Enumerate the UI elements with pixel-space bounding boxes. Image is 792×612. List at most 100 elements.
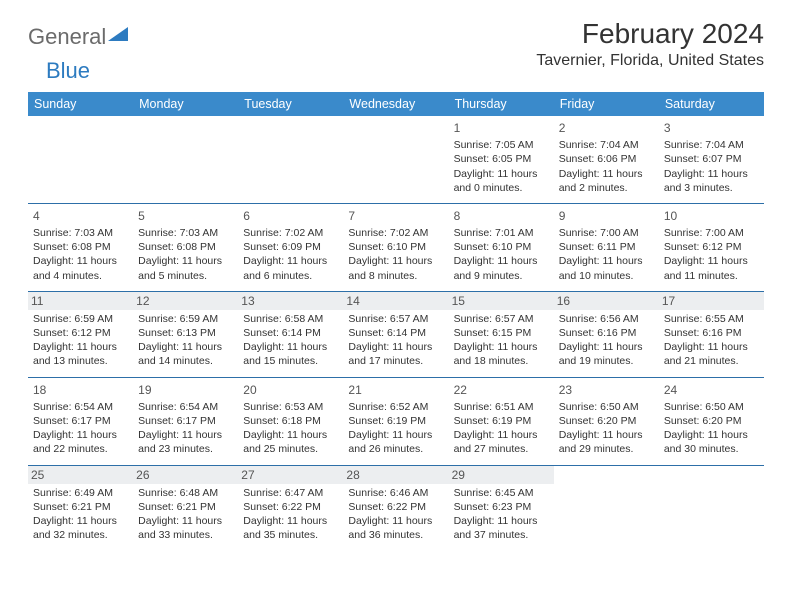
day-daylight1: Daylight: 11 hours <box>454 428 549 442</box>
day-sunrise: Sunrise: 7:05 AM <box>454 138 549 152</box>
day-daylight2: and 33 minutes. <box>138 528 233 542</box>
day-number: 21 <box>348 382 443 398</box>
day-cell: 23Sunrise: 6:50 AMSunset: 6:20 PMDayligh… <box>554 377 659 465</box>
day-sunrise: Sunrise: 6:47 AM <box>243 486 338 500</box>
day-sunset: Sunset: 6:12 PM <box>664 240 759 254</box>
day-daylight2: and 21 minutes. <box>664 354 759 368</box>
day-daylight2: and 0 minutes. <box>454 181 549 195</box>
day-sunset: Sunset: 6:05 PM <box>454 152 549 166</box>
day-sunrise: Sunrise: 6:46 AM <box>348 486 443 500</box>
day-number: 14 <box>343 292 448 310</box>
calendar-body: 1 Sunrise: 7:05 AMSunset: 6:05 PM Daylight… <box>28 116 764 550</box>
day-header: Saturday <box>659 92 764 116</box>
day-sunrise: Sunrise: 6:49 AM <box>33 486 128 500</box>
week-row: 18Sunrise: 6:54 AMSunset: 6:17 PMDayligh… <box>28 377 764 465</box>
day-sunrise: Sunrise: 7:02 AM <box>348 226 443 240</box>
day-cell: 5Sunrise: 7:03 AMSunset: 6:08 PMDaylight… <box>133 203 238 291</box>
day-number: 27 <box>238 466 343 484</box>
day-sunset: Sunset: 6:21 PM <box>138 500 233 514</box>
day-header: Monday <box>133 92 238 116</box>
day-number: 15 <box>449 292 554 310</box>
day-daylight1: Daylight: 11 hours <box>33 428 128 442</box>
day-cell: 8Sunrise: 7:01 AMSunset: 6:10 PMDaylight… <box>449 203 554 291</box>
day-sunset: Sunset: 6:20 PM <box>559 414 654 428</box>
day-sunset: Sunset: 6:11 PM <box>559 240 654 254</box>
day-cell <box>343 116 448 203</box>
day-cell: 21Sunrise: 6:52 AMSunset: 6:19 PMDayligh… <box>343 377 448 465</box>
week-row: 1 Sunrise: 7:05 AMSunset: 6:05 PM Daylight… <box>28 116 764 203</box>
day-sunset: Sunset: 6:23 PM <box>454 500 549 514</box>
day-sunset: Sunset: 6:13 PM <box>138 326 233 340</box>
day-daylight2: and 27 minutes. <box>454 442 549 456</box>
day-sunset: Sunset: 6:16 PM <box>664 326 759 340</box>
day-number: 22 <box>454 382 549 398</box>
day-daylight1: Daylight: 11 hours <box>138 254 233 268</box>
day-cell: 25Sunrise: 6:49 AMSunset: 6:21 PMDayligh… <box>28 465 133 550</box>
day-daylight2: and 22 minutes. <box>33 442 128 456</box>
title-block: February 2024 Tavernier, Florida, United… <box>536 18 764 70</box>
day-number: 18 <box>33 382 128 398</box>
day-header: Wednesday <box>343 92 448 116</box>
day-number: 5 <box>138 208 233 224</box>
day-sunrise: Sunrise: 7:04 AM <box>559 138 654 152</box>
calendar-head: SundayMondayTuesdayWednesdayThursdayFrid… <box>28 92 764 116</box>
day-daylight1: Daylight: 11 hours <box>664 428 759 442</box>
day-cell: 16Sunrise: 6:56 AMSunset: 6:16 PMDayligh… <box>554 291 659 377</box>
day-daylight1: Daylight: 11 hours <box>33 514 128 528</box>
day-cell: 13Sunrise: 6:58 AMSunset: 6:14 PMDayligh… <box>238 291 343 377</box>
day-sunrise: Sunrise: 7:03 AM <box>138 226 233 240</box>
day-daylight1: Daylight: 11 hours <box>559 254 654 268</box>
day-number: 8 <box>454 208 549 224</box>
day-cell: 26Sunrise: 6:48 AMSunset: 6:21 PMDayligh… <box>133 465 238 550</box>
day-sunrise: Sunrise: 6:54 AM <box>138 400 233 414</box>
day-cell: 9Sunrise: 7:00 AMSunset: 6:11 PMDaylight… <box>554 203 659 291</box>
day-sunset: Sunset: 6:22 PM <box>243 500 338 514</box>
day-number: 9 <box>559 208 654 224</box>
day-sunset: Sunset: 6:07 PM <box>664 152 759 166</box>
day-sunset: Sunset: 6:10 PM <box>348 240 443 254</box>
day-daylight2: and 17 minutes. <box>348 354 443 368</box>
day-number: 4 <box>33 208 128 224</box>
day-sunset: Sunset: 6:16 PM <box>559 326 654 340</box>
day-cell: 1Sunrise: 7:05 AMSunset: 6:05 PMDaylight… <box>449 116 554 203</box>
day-cell: 19Sunrise: 6:54 AMSunset: 6:17 PMDayligh… <box>133 377 238 465</box>
day-sunrise: Sunrise: 6:55 AM <box>664 312 759 326</box>
day-daylight1: Daylight: 11 hours <box>348 254 443 268</box>
day-sunrise: Sunrise: 6:56 AM <box>559 312 654 326</box>
day-daylight2: and 29 minutes. <box>559 442 654 456</box>
day-daylight2: and 23 minutes. <box>138 442 233 456</box>
day-cell: 24Sunrise: 6:50 AMSunset: 6:20 PMDayligh… <box>659 377 764 465</box>
day-sunset: Sunset: 6:09 PM <box>243 240 338 254</box>
day-cell <box>554 465 659 550</box>
week-row: 11Sunrise: 6:59 AMSunset: 6:12 PMDayligh… <box>28 291 764 377</box>
day-cell <box>659 465 764 550</box>
day-number: 28 <box>343 466 448 484</box>
day-sunset: Sunset: 6:12 PM <box>33 326 128 340</box>
day-cell: 29Sunrise: 6:45 AMSunset: 6:23 PMDayligh… <box>449 465 554 550</box>
day-number: 3 <box>664 120 759 136</box>
day-daylight1: Daylight: 11 hours <box>559 428 654 442</box>
day-sunrise: Sunrise: 6:59 AM <box>138 312 233 326</box>
month-title: February 2024 <box>536 18 764 50</box>
logo-triangle-icon <box>108 23 128 49</box>
day-daylight2: and 13 minutes. <box>33 354 128 368</box>
day-daylight1: Daylight: 11 hours <box>243 428 338 442</box>
day-daylight1: Daylight: 11 hours <box>348 428 443 442</box>
day-cell: 3Sunrise: 7:04 AMSunset: 6:07 PMDaylight… <box>659 116 764 203</box>
day-sunrise: Sunrise: 6:51 AM <box>454 400 549 414</box>
logo-text-2: Blue <box>28 58 90 83</box>
day-number: 19 <box>138 382 233 398</box>
day-sunset: Sunset: 6:10 PM <box>454 240 549 254</box>
day-number: 6 <box>243 208 338 224</box>
week-row: 4Sunrise: 7:03 AMSunset: 6:08 PMDaylight… <box>28 203 764 291</box>
day-daylight1: Daylight: 11 hours <box>33 340 128 354</box>
day-daylight1: Daylight: 11 hours <box>664 340 759 354</box>
day-daylight1: Daylight: 11 hours <box>664 167 759 181</box>
day-number: 1 <box>454 120 549 136</box>
day-cell: 15Sunrise: 6:57 AMSunset: 6:15 PMDayligh… <box>449 291 554 377</box>
day-cell: 17Sunrise: 6:55 AMSunset: 6:16 PMDayligh… <box>659 291 764 377</box>
day-sunset: Sunset: 6:22 PM <box>348 500 443 514</box>
day-daylight2: and 36 minutes. <box>348 528 443 542</box>
day-number: 20 <box>243 382 338 398</box>
day-cell: 20Sunrise: 6:53 AMSunset: 6:18 PMDayligh… <box>238 377 343 465</box>
